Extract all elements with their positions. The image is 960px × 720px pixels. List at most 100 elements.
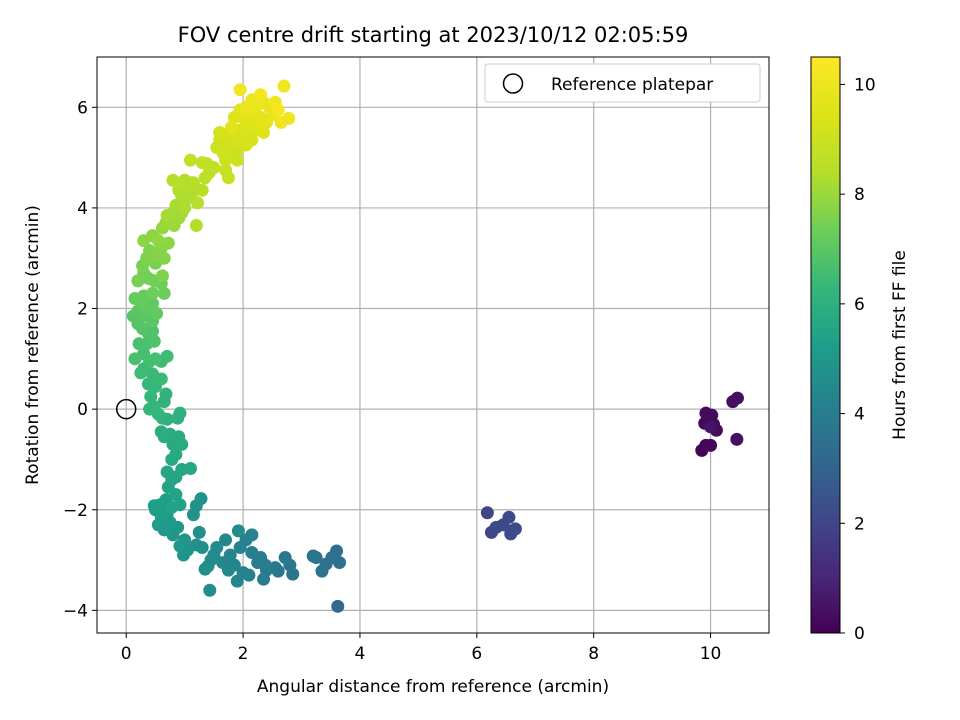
data-point — [198, 562, 212, 576]
data-point — [704, 420, 718, 434]
data-point — [173, 498, 187, 512]
data-point — [277, 79, 291, 93]
data-point — [131, 274, 145, 288]
reference-marker-layer — [115, 398, 137, 420]
x-tick-label: 2 — [238, 644, 249, 664]
reference-platepar-marker — [115, 398, 137, 420]
data-point — [271, 103, 285, 117]
data-point — [216, 556, 230, 570]
data-point — [161, 236, 175, 250]
data-point — [134, 366, 148, 380]
colorbar-label: Hours from first FF file — [890, 250, 910, 440]
data-point — [195, 156, 209, 170]
data-point — [210, 141, 224, 155]
data-point — [151, 518, 165, 532]
data-point — [705, 408, 719, 422]
data-point — [173, 539, 187, 553]
y-tick-label: 2 — [77, 300, 88, 320]
colorbar-tick-label: 2 — [854, 514, 865, 534]
data-point — [183, 462, 197, 476]
data-point — [146, 286, 160, 300]
x-axis-ticks: 0 2 4 6 8 10 — [121, 633, 722, 664]
data-point — [730, 391, 744, 405]
data-point — [186, 508, 200, 522]
x-tick-label: 6 — [471, 644, 482, 664]
colorbar — [810, 56, 841, 634]
data-point — [157, 286, 171, 300]
y-tick-label: −2 — [63, 501, 88, 521]
data-point — [203, 583, 217, 597]
data-point — [331, 599, 345, 613]
data-point — [166, 173, 180, 187]
data-point — [169, 447, 183, 461]
data-point — [151, 407, 165, 421]
legend-marker-open-circle — [502, 73, 524, 94]
plot-area-frame — [96, 56, 770, 634]
data-point — [231, 524, 245, 538]
data-point — [233, 540, 247, 554]
colorbar-tick-label: 10 — [854, 75, 876, 95]
data-point — [254, 88, 268, 102]
data-point — [207, 161, 221, 175]
data-point — [159, 387, 173, 401]
x-tick-label: 8 — [588, 644, 599, 664]
data-point — [245, 528, 259, 542]
y-tick-label: 6 — [77, 98, 88, 118]
data-point — [221, 171, 235, 185]
colorbar-tick-label: 4 — [854, 405, 865, 425]
colorbar-tick-label: 0 — [854, 624, 865, 644]
data-point — [271, 564, 285, 578]
x-axis-label: Angular distance from reference (arcmin) — [257, 677, 609, 697]
data-point — [245, 546, 259, 560]
data-point — [730, 432, 744, 446]
data-point — [278, 551, 292, 565]
data-point — [219, 533, 233, 547]
data-point — [128, 352, 142, 366]
data-point — [183, 153, 197, 167]
data-point — [480, 506, 494, 520]
x-tick-label: 0 — [121, 644, 132, 664]
data-point — [160, 208, 174, 222]
data-point — [245, 133, 259, 147]
y-tick-label: −4 — [63, 601, 88, 621]
data-point — [233, 83, 247, 97]
data-point — [230, 153, 244, 167]
data-point — [224, 120, 238, 134]
data-point — [189, 219, 203, 233]
data-point — [157, 251, 171, 265]
data-point — [315, 564, 329, 578]
data-point — [144, 390, 158, 404]
data-point — [155, 269, 169, 283]
data-point — [160, 465, 174, 479]
data-point — [175, 188, 189, 202]
data-point — [282, 111, 296, 125]
data-point — [154, 425, 168, 439]
data-point — [195, 183, 209, 197]
y-axis-ticks: −4 −2 0 2 4 6 — [63, 98, 97, 621]
data-point — [191, 196, 205, 210]
data-point — [239, 100, 253, 114]
data-point — [151, 234, 165, 248]
data-point — [192, 525, 206, 539]
x-tick-label: 4 — [355, 644, 366, 664]
data-point — [309, 551, 323, 565]
data-point — [173, 406, 187, 420]
x-tick-label: 10 — [700, 644, 722, 664]
legend: Reference platepar — [484, 63, 761, 103]
legend-box — [484, 63, 761, 103]
data-point — [704, 438, 718, 452]
data-point — [257, 125, 271, 139]
data-point — [230, 574, 244, 588]
data-point — [178, 173, 192, 187]
colorbar-ticks: 0 2 4 6 8 10 — [840, 75, 876, 644]
data-point — [150, 307, 164, 321]
grid-lines — [97, 57, 769, 633]
y-axis-label: Rotation from reference (arcmin) — [23, 205, 43, 485]
scatter-points — [126, 79, 744, 613]
data-point — [178, 201, 192, 215]
data-point — [258, 558, 272, 572]
data-point — [257, 572, 271, 586]
colorbar-tick-label: 8 — [854, 185, 865, 205]
chart-title: FOV centre drift starting at 2023/10/12 … — [178, 23, 689, 47]
